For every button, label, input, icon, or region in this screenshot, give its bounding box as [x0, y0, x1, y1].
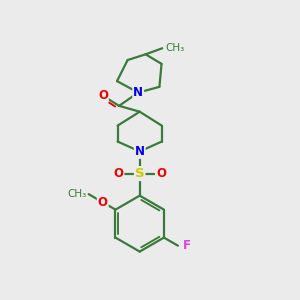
Text: CH₃: CH₃: [67, 189, 86, 199]
Text: N: N: [133, 86, 143, 99]
Text: O: O: [156, 167, 166, 180]
Text: O: O: [113, 167, 124, 180]
Text: CH₃: CH₃: [165, 43, 184, 53]
Text: N: N: [135, 145, 145, 158]
Text: O: O: [98, 89, 108, 102]
Text: F: F: [183, 239, 191, 252]
Text: S: S: [135, 167, 145, 180]
Text: O: O: [98, 196, 108, 209]
